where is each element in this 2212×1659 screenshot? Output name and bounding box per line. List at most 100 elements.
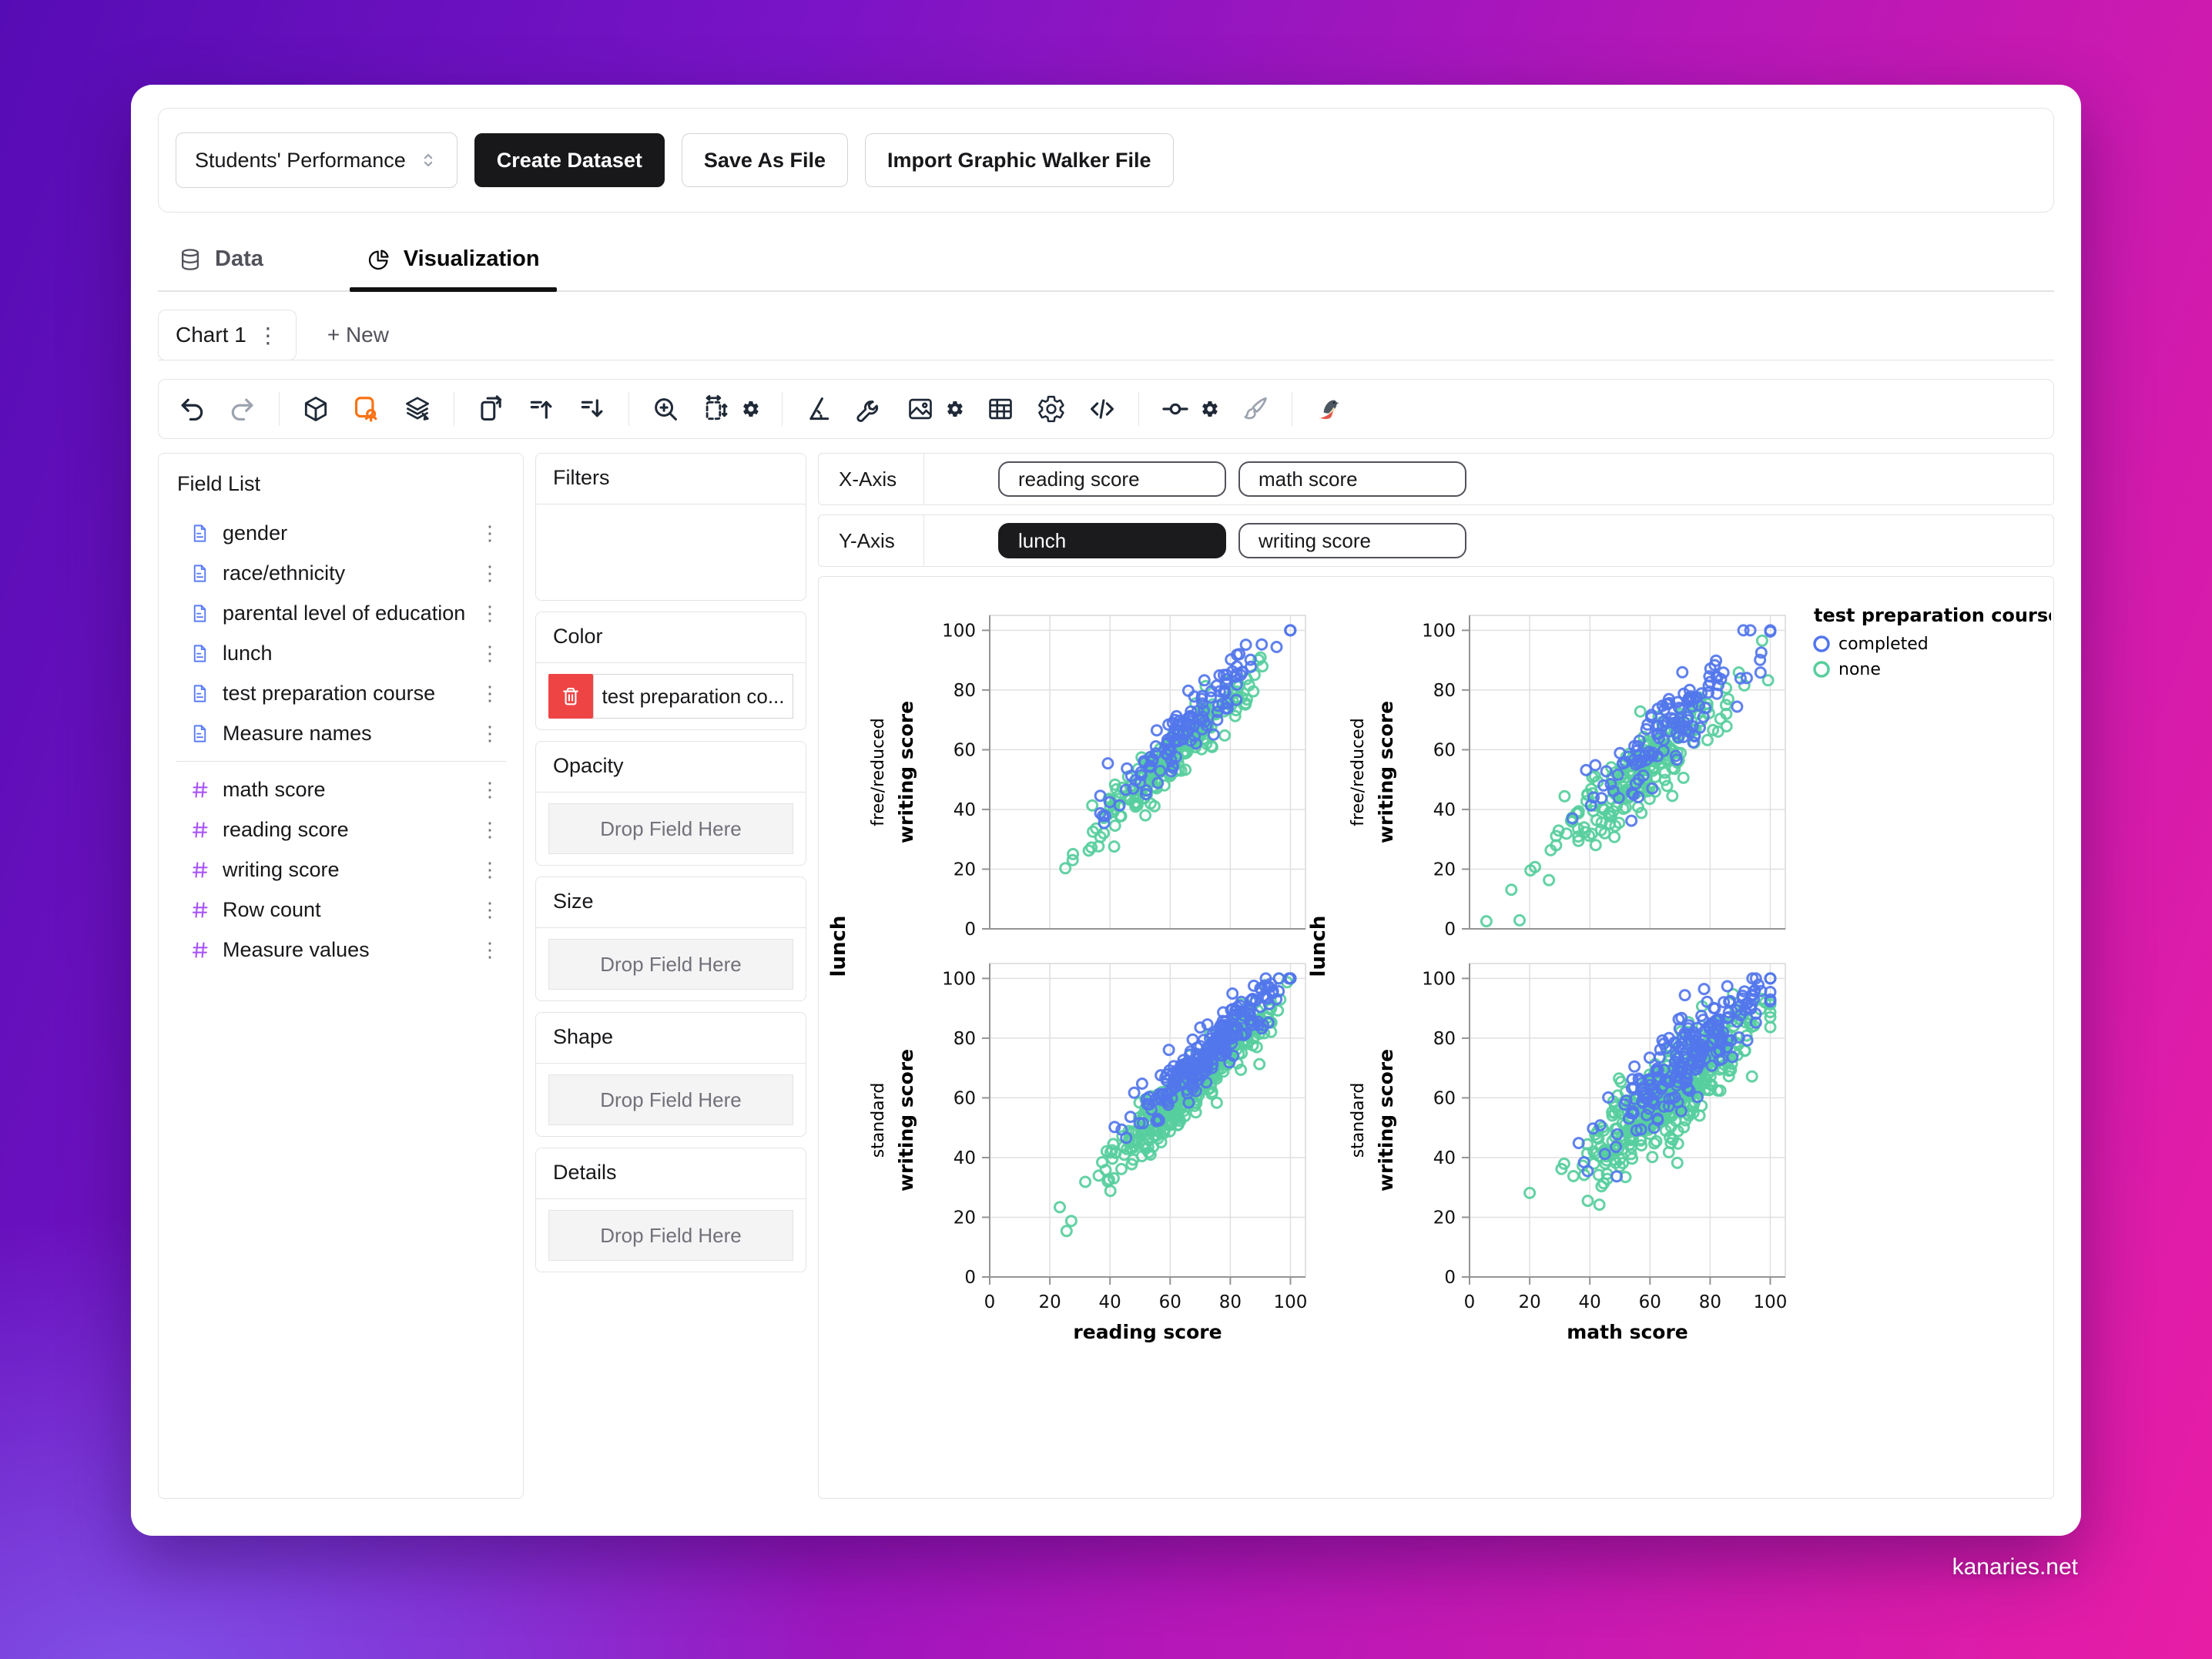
size-drop-zone[interactable]: Drop Field Here bbox=[548, 939, 793, 990]
trash-icon bbox=[560, 685, 581, 707]
y-axis-pill-writing-score[interactable]: writing score bbox=[1238, 523, 1466, 558]
field-item-gender[interactable]: gender ⋮ bbox=[176, 513, 506, 553]
field-item-math-score[interactable]: math score ⋮ bbox=[176, 769, 506, 809]
sort-ascending-icon[interactable] bbox=[527, 394, 556, 424]
zoom-in-icon[interactable] bbox=[651, 394, 680, 424]
field-item-menu-icon[interactable]: ⋮ bbox=[480, 641, 500, 665]
svg-text:80: 80 bbox=[1699, 1292, 1721, 1312]
opacity-title: Opacity bbox=[536, 742, 806, 793]
faceted-scatter-chart: lunch 0 20 40 60 80 100 free/reduced writing sco… bbox=[827, 605, 2051, 1343]
svg-text:completed: completed bbox=[1838, 635, 1929, 654]
filters-drop-area[interactable] bbox=[536, 504, 806, 600]
tab-data[interactable]: Data bbox=[161, 236, 280, 290]
field-item-label: parental level of education bbox=[223, 601, 466, 625]
paintbrush-icon[interactable] bbox=[1241, 394, 1270, 424]
field-item-menu-icon[interactable]: ⋮ bbox=[480, 561, 500, 585]
chart-tab-current[interactable]: Chart 1 ⋮ bbox=[158, 310, 297, 360]
x-axis-pills: reading score math score bbox=[924, 461, 1466, 497]
field-item-measure-values[interactable]: Measure values ⋮ bbox=[176, 930, 506, 970]
svg-text:0: 0 bbox=[964, 920, 976, 940]
details-drop-zone[interactable]: Drop Field Here bbox=[548, 1210, 793, 1261]
svg-text:100: 100 bbox=[1422, 969, 1456, 989]
dimension-file-icon bbox=[189, 643, 210, 664]
field-item-race-ethnicity[interactable]: race/ethnicity ⋮ bbox=[176, 553, 506, 593]
x-axis-pill-reading-score[interactable]: reading score bbox=[998, 461, 1226, 497]
main-tabs: Data Visualization bbox=[158, 236, 2054, 292]
remove-color-field-button[interactable] bbox=[548, 674, 593, 719]
export-image-icon[interactable] bbox=[906, 394, 935, 424]
color-field-label: test preparation co... bbox=[593, 674, 793, 719]
field-item-label: Measure values bbox=[223, 937, 370, 961]
limit-icon[interactable] bbox=[1161, 394, 1190, 424]
brand-watermark: kanaries.net bbox=[1952, 1554, 2078, 1580]
settings-mini-icon[interactable] bbox=[946, 400, 964, 418]
settings-mini-icon[interactable] bbox=[742, 400, 760, 418]
mark-highlight-icon[interactable] bbox=[352, 394, 381, 424]
dimension-file-icon bbox=[189, 523, 210, 544]
shape-drop-zone[interactable]: Drop Field Here bbox=[548, 1074, 793, 1125]
top-toolbar-card: Students' Performance Create Dataset Sav… bbox=[158, 108, 2054, 213]
field-item-reading-score[interactable]: reading score ⋮ bbox=[176, 809, 506, 850]
field-item-menu-icon[interactable]: ⋮ bbox=[480, 721, 500, 745]
chart-canvas-container: lunch 0 20 40 60 80 100 free/reduced writing sco… bbox=[818, 576, 2054, 1499]
wrench-icon[interactable] bbox=[855, 394, 884, 424]
field-item-label: Measure names bbox=[223, 721, 372, 745]
save-as-file-button[interactable]: Save As File bbox=[681, 133, 848, 187]
angle-axes-icon[interactable] bbox=[804, 394, 833, 424]
field-item-menu-icon[interactable]: ⋮ bbox=[480, 601, 500, 625]
dimension-file-icon bbox=[189, 683, 210, 704]
chart-tab-menu-icon[interactable]: ⋮ bbox=[256, 323, 279, 347]
field-item-menu-icon[interactable]: ⋮ bbox=[480, 897, 500, 921]
settings-gear-icon[interactable] bbox=[1037, 394, 1066, 424]
field-item-parental-level-of-education[interactable]: parental level of education ⋮ bbox=[176, 593, 506, 633]
field-list-panel: Field List gender ⋮ race/ethnicity ⋮ parenta… bbox=[158, 453, 524, 1499]
shape-title: Shape bbox=[536, 1013, 806, 1064]
svg-text:free/reduced: free/reduced bbox=[869, 718, 888, 826]
toolbar-divider bbox=[1138, 392, 1139, 426]
redo-icon[interactable] bbox=[228, 394, 257, 424]
field-item-menu-icon[interactable]: ⋮ bbox=[480, 521, 500, 545]
layers-icon[interactable] bbox=[403, 394, 432, 424]
create-dataset-button[interactable]: Create Dataset bbox=[474, 133, 665, 187]
svg-text:0: 0 bbox=[964, 1268, 976, 1288]
dataset-selector[interactable]: Students' Performance bbox=[176, 132, 457, 188]
field-item-menu-icon[interactable]: ⋮ bbox=[480, 937, 500, 961]
code-export-icon[interactable] bbox=[1088, 394, 1117, 424]
transpose-icon[interactable] bbox=[476, 394, 505, 424]
x-axis-pill-math-score[interactable]: math score bbox=[1238, 461, 1466, 497]
kanaries-bird-logo[interactable] bbox=[1314, 394, 1343, 424]
svg-text:80: 80 bbox=[954, 681, 976, 701]
svg-text:reading score: reading score bbox=[1073, 1321, 1222, 1343]
field-item-menu-icon[interactable]: ⋮ bbox=[480, 857, 500, 881]
opacity-drop-zone[interactable]: Drop Field Here bbox=[548, 803, 793, 854]
geom-cube-icon[interactable] bbox=[301, 394, 330, 424]
field-item-row-count[interactable]: Row count ⋮ bbox=[176, 890, 506, 930]
field-list-title: Field List bbox=[177, 472, 261, 495]
field-item-menu-icon[interactable]: ⋮ bbox=[480, 681, 500, 705]
dimension-file-icon bbox=[189, 563, 210, 584]
table-view-icon[interactable] bbox=[986, 394, 1015, 424]
svg-text:lunch: lunch bbox=[1307, 916, 1330, 977]
settings-mini-icon[interactable] bbox=[1201, 400, 1219, 418]
resize-chart-icon[interactable] bbox=[702, 394, 731, 424]
field-item-writing-score[interactable]: writing score ⋮ bbox=[176, 850, 506, 890]
field-item-menu-icon[interactable]: ⋮ bbox=[480, 777, 500, 801]
svg-text:standard: standard bbox=[1349, 1083, 1368, 1158]
tab-visualization[interactable]: Visualization bbox=[349, 236, 557, 292]
svg-text:0: 0 bbox=[1444, 920, 1456, 940]
svg-text:standard: standard bbox=[869, 1083, 888, 1158]
y-axis-pill-lunch[interactable]: lunch bbox=[998, 523, 1226, 558]
field-item-label: race/ethnicity bbox=[223, 561, 346, 585]
field-item-lunch[interactable]: lunch ⋮ bbox=[176, 633, 506, 673]
color-section: Color test preparation co... bbox=[535, 612, 806, 730]
svg-text:test preparation course: test preparation course bbox=[1814, 605, 2051, 626]
field-item-measure-names[interactable]: Measure names ⋮ bbox=[176, 713, 506, 753]
sort-descending-icon[interactable] bbox=[578, 394, 607, 424]
svg-text:80: 80 bbox=[1433, 1029, 1456, 1049]
field-item-menu-icon[interactable]: ⋮ bbox=[480, 817, 500, 841]
import-graphic-walker-file-button[interactable]: Import Graphic Walker File bbox=[864, 133, 1174, 187]
undo-icon[interactable] bbox=[177, 394, 206, 424]
color-field-pill[interactable]: test preparation co... bbox=[548, 674, 793, 719]
field-item-test-preparation-course[interactable]: test preparation course ⋮ bbox=[176, 673, 506, 713]
new-chart-tab-button[interactable]: + New bbox=[327, 323, 389, 347]
